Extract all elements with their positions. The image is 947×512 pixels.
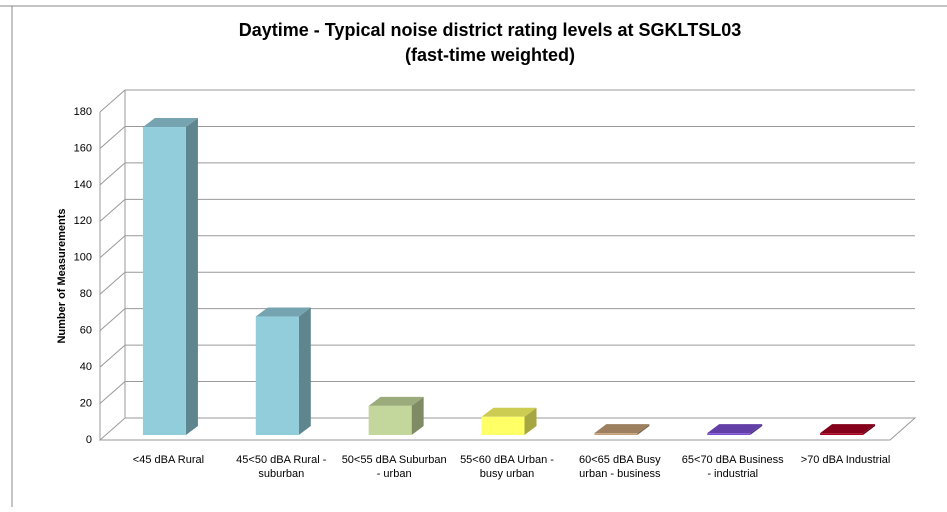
grid-line (99, 125, 915, 149)
bar-front (142, 127, 186, 436)
bar (820, 424, 876, 435)
chart-title: Daytime - Typical noise district rating … (239, 20, 741, 40)
x-tick-label: 45<50 dBA Rural - suburban (236, 454, 327, 480)
bar-top (255, 307, 311, 317)
bar (255, 307, 311, 435)
x-tick-label-box: <45 dBA Rural (132, 454, 205, 466)
y-axis-label: Number of Measurements (56, 208, 68, 343)
bar-top (594, 424, 650, 434)
x-tick-label-box: 45<50 dBA Rural - suburban (236, 454, 327, 480)
x-tick-label-box: 50<55 dBA Suburban - urban (341, 454, 447, 480)
bar-top (707, 424, 763, 434)
grid-line (99, 344, 915, 368)
x-tick-label: 50<55 dBA Suburban - urban (341, 454, 447, 480)
grid-line (99, 162, 915, 186)
bar-side (863, 424, 876, 435)
y-tick-label: 80 (80, 288, 92, 300)
bar-top (368, 396, 424, 406)
y-tick-label: 120 (74, 215, 92, 227)
bar (707, 424, 763, 435)
grid-line (99, 198, 915, 222)
x-tick-label-box: 60<65 dBA Busy urban - business (579, 454, 661, 480)
bar (368, 396, 424, 435)
bar-top (820, 424, 876, 434)
y-tick-label: 100 (74, 252, 92, 264)
y-tick-label: 160 (74, 142, 92, 154)
grid-line (99, 89, 915, 113)
grid-line (99, 235, 915, 259)
bar-front (481, 416, 525, 435)
bar-top (481, 407, 537, 417)
bar (594, 424, 650, 435)
x-tick-label: >70 dBA Industrial (800, 454, 891, 466)
y-tick-label: 140 (74, 179, 92, 191)
bar-side (411, 396, 424, 435)
grid-line (99, 308, 915, 332)
x-tick-label: 60<65 dBA Busy urban - business (579, 454, 661, 480)
y-tick-label: 180 (74, 106, 92, 118)
bar-side (185, 118, 198, 436)
grid-line (99, 271, 915, 295)
x-tick-label-box: 65<70 dBA Business - industrial (681, 454, 784, 480)
y-tick-label: 60 (80, 325, 92, 337)
y-tick-label: 40 (80, 361, 92, 373)
x-tick-label-box: >70 dBA Industrial (800, 454, 891, 466)
bar-front (820, 433, 864, 435)
bar (142, 118, 198, 436)
bar-side (524, 407, 537, 435)
bar-front (707, 433, 751, 435)
bar (481, 407, 537, 435)
bar-front (255, 316, 299, 435)
x-tick-label-box: 55<60 dBA Urban - busy urban (460, 454, 554, 480)
bar-front (594, 433, 638, 435)
bar-side (637, 424, 650, 435)
x-tick-label: 65<70 dBA Business - industrial (681, 454, 784, 480)
grid-line (99, 381, 915, 404)
bar-side (750, 424, 763, 435)
bar-top (142, 118, 198, 128)
chart-subtitle: (fast-time weighted) (405, 45, 575, 65)
x-tick-label: 55<60 dBA Urban - busy urban (460, 454, 554, 480)
bar-front (368, 405, 412, 435)
y-tick-label: 0 (86, 434, 92, 446)
x-tick-label: <45 dBA Rural (132, 454, 205, 466)
y-tick-label: 20 (80, 397, 92, 409)
bar-side (298, 307, 311, 435)
